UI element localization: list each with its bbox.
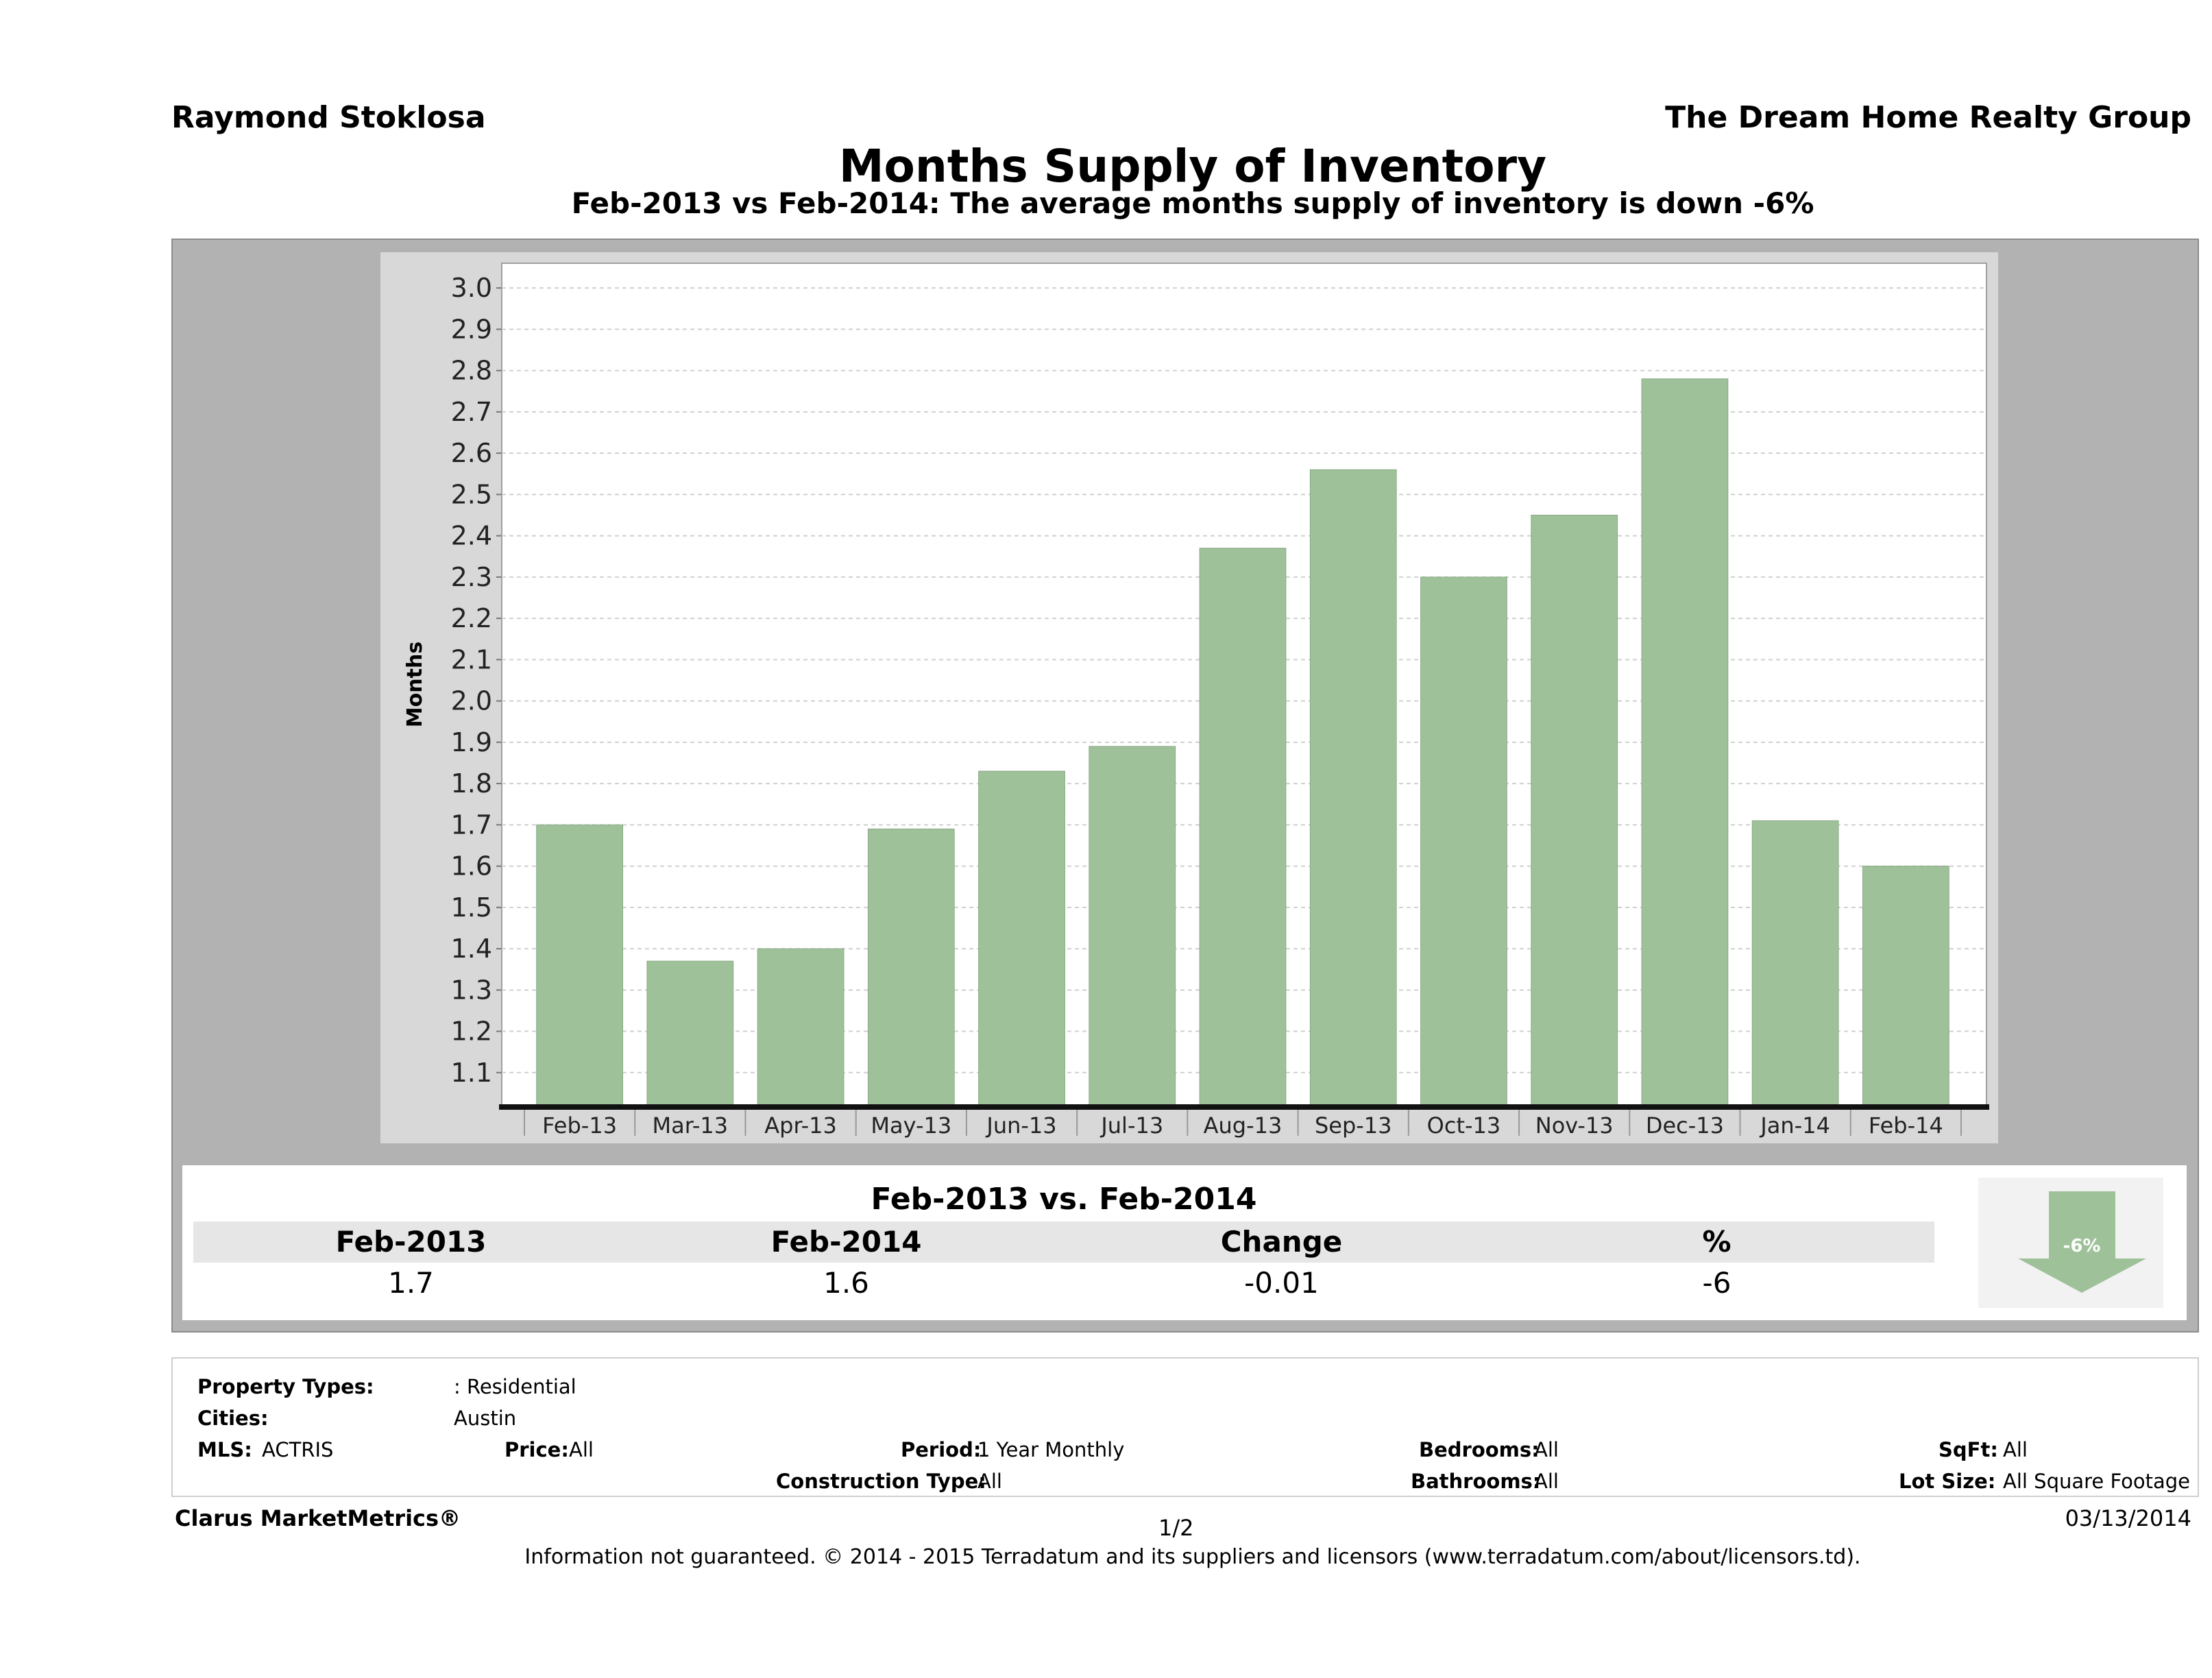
x-tick-label: Feb-14	[1869, 1112, 1943, 1139]
down-arrow-icon: -6%	[2018, 1191, 2146, 1293]
cities-label: Cities:	[197, 1407, 269, 1430]
arrow-percent-label: -6%	[2063, 1236, 2101, 1256]
bar-oct-13	[1420, 576, 1507, 1106]
y-axis-label: Months	[403, 642, 427, 727]
property-types-value: : Residential	[454, 1375, 576, 1398]
period-value: 1 Year Monthly	[977, 1438, 1125, 1461]
header-percent: %	[1702, 1225, 1731, 1258]
bar-aug-13	[1199, 548, 1287, 1106]
bar-jun-13	[978, 770, 1065, 1106]
y-tick-label: 2.1	[451, 644, 492, 674]
agent-name: Raymond Stoklosa	[171, 100, 486, 135]
bar-mar-13	[646, 960, 734, 1106]
footer-brand: Clarus MarketMetrics®	[175, 1505, 461, 1531]
bathrooms-value: All	[1534, 1470, 1559, 1493]
x-tick-label: Jul-13	[1099, 1112, 1163, 1139]
bar-may-13	[867, 828, 955, 1106]
y-tick-label: 1.7	[451, 810, 492, 840]
x-tick-label: Oct-13	[1427, 1112, 1501, 1139]
value-percent: -6	[1702, 1266, 1731, 1300]
chart-panel: 1.1 1.2 1.3 1.4 1.5 1.6 1.7 1.8 1.9 2.0 2.1 2.2 2.3 2…	[380, 252, 1998, 1143]
y-tick-label: 1.8	[451, 768, 492, 799]
comparison-summary: Feb-2013 vs. Feb-2014 Feb-2013 Feb-2014 …	[182, 1165, 2187, 1320]
summary-header-row: Feb-2013 Feb-2014 Change %	[193, 1221, 1934, 1263]
y-tick-label: 2.3	[451, 562, 492, 592]
company-name: The Dream Home Realty Group	[1665, 100, 2191, 135]
x-tick-label: Jun-13	[985, 1112, 1056, 1139]
period-label: Period:	[901, 1438, 982, 1461]
header-feb-2014: Feb-2014	[770, 1225, 922, 1258]
summary-title: Feb-2013 vs. Feb-2014	[193, 1178, 1934, 1221]
bar-chart: 1.1 1.2 1.3 1.4 1.5 1.6 1.7 1.8 1.9 2.0 2.1 2.2 2.3 2…	[403, 263, 1989, 1139]
value-feb-2014: 1.6	[823, 1266, 869, 1300]
chart-title: Months Supply of Inventory	[838, 140, 1547, 193]
header-feb-2013: Feb-2013	[335, 1225, 487, 1258]
trend-indicator: -6%	[1978, 1178, 2163, 1308]
price-value: All	[569, 1438, 594, 1461]
summary-value-row: 1.7 1.6 -0.01 -6	[193, 1263, 1934, 1304]
x-tick-label: Apr-13	[764, 1112, 837, 1139]
x-tick-label: Aug-13	[1204, 1112, 1283, 1139]
x-tick-label: Jan-14	[1759, 1112, 1830, 1139]
search-criteria: Property Types: : Residential Cities: Au…	[171, 1357, 2199, 1497]
construction-type-label: Construction Type:	[776, 1470, 986, 1493]
y-tick-label: 2.0	[451, 686, 492, 716]
y-tick-label: 1.4	[451, 934, 492, 964]
y-tick-label: 1.3	[451, 975, 492, 1005]
y-tick-label: 2.8	[451, 356, 492, 386]
y-tick-label: 1.9	[451, 727, 492, 757]
y-tick-label: 2.2	[451, 603, 492, 633]
lot-size-value: All Square Footage	[2003, 1470, 2191, 1493]
x-tick-label: Dec-13	[1646, 1112, 1724, 1139]
x-tick-label: Feb-13	[542, 1112, 617, 1139]
bar-feb-14	[1862, 866, 1949, 1106]
y-tick-label: 1.2	[451, 1017, 492, 1047]
y-tick-label: 3.0	[451, 273, 492, 303]
bar-feb-13	[536, 824, 623, 1106]
lot-size-label: Lot Size:	[1899, 1470, 1996, 1493]
bar-apr-13	[757, 948, 844, 1106]
cities-value: Austin	[454, 1407, 517, 1430]
x-axis-line	[499, 1104, 1989, 1110]
bathrooms-label: Bathrooms:	[1411, 1470, 1541, 1493]
y-tick-label: 2.7	[451, 397, 492, 427]
bar-sep-13	[1309, 469, 1397, 1106]
x-tick-label: Sep-13	[1315, 1112, 1392, 1139]
disclaimer: Information not guaranteed. © 2014 - 201…	[524, 1545, 1861, 1569]
value-feb-2013: 1.7	[388, 1266, 434, 1300]
report-date: 03/13/2014	[2065, 1505, 2191, 1531]
bar-dec-13	[1641, 378, 1729, 1106]
bar-jul-13	[1089, 746, 1176, 1106]
construction-type-value: All	[977, 1470, 1002, 1493]
mls-value: ACTRIS	[262, 1438, 334, 1461]
y-tick-label: 2.4	[451, 521, 492, 551]
x-tick-label: Mar-13	[653, 1112, 729, 1139]
y-tick-label: 2.9	[451, 314, 492, 344]
x-tick-label: May-13	[871, 1112, 951, 1139]
property-types-label: Property Types:	[197, 1375, 374, 1398]
mls-label: MLS:	[197, 1438, 252, 1461]
sqft-value: All	[2003, 1438, 2028, 1461]
chart-subtitle: Feb-2013 vs Feb-2014: The average months…	[571, 186, 1814, 220]
y-tick-label: 1.6	[451, 851, 492, 881]
y-tick-label: 2.5	[451, 479, 492, 509]
bar-jan-14	[1751, 820, 1839, 1106]
y-tick-label: 1.5	[451, 892, 492, 923]
y-tick-label: 2.6	[451, 438, 492, 468]
bar-nov-13	[1531, 514, 1618, 1106]
sqft-label: SqFt:	[1938, 1438, 1998, 1461]
bedrooms-label: Bedrooms:	[1419, 1438, 1540, 1461]
price-label: Price:	[505, 1438, 569, 1461]
page-number: 1/2	[1158, 1515, 1194, 1541]
value-change: -0.01	[1244, 1266, 1319, 1300]
header-change: Change	[1220, 1225, 1343, 1258]
x-tick-label: Nov-13	[1535, 1112, 1614, 1139]
bedrooms-value: All	[1534, 1438, 1559, 1461]
y-tick-label: 1.1	[451, 1058, 492, 1088]
